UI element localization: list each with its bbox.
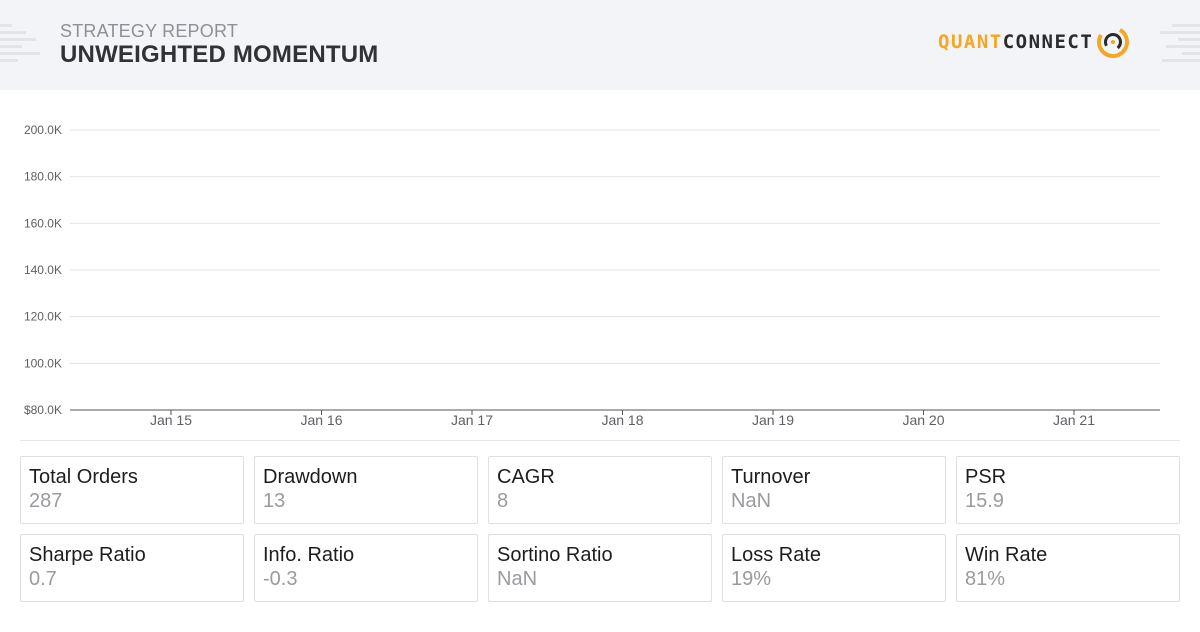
x-tick-label: Jan 17 — [451, 412, 493, 428]
metric-label: PSR — [965, 466, 1007, 488]
metric-card: Sortino Ratio NaN — [488, 534, 712, 602]
metric-label: CAGR — [497, 466, 555, 488]
metric-label: Sortino Ratio — [497, 544, 613, 566]
metric-card: CAGR 8 — [488, 456, 712, 524]
report-header: STRATEGY REPORT UNWEIGHTED MOMENTUM QUAN… — [0, 0, 1200, 90]
metric-card: Turnover NaN — [722, 456, 946, 524]
metric-card: Loss Rate 19% — [722, 534, 946, 602]
metric-card: Drawdown 13 — [254, 456, 478, 524]
metric-value: 287 — [29, 490, 63, 512]
metric-label: Info. Ratio — [263, 544, 355, 566]
x-tick-label: Jan 15 — [150, 412, 192, 428]
metric-label: Loss Rate — [731, 544, 822, 566]
metric-value: 0.7 — [29, 568, 57, 590]
y-tick-label: 180.0K — [24, 170, 62, 184]
metric-card: PSR 15.9 — [956, 456, 1180, 524]
metric-label: Drawdown — [263, 466, 358, 488]
logo-text-connect: CONNECT — [1002, 30, 1094, 53]
x-tick-label: Jan 21 — [1053, 412, 1095, 428]
y-tick-label: 120.0K — [24, 310, 62, 324]
x-tick-label: Jan 18 — [601, 412, 643, 428]
decorative-lines-right — [1160, 24, 1200, 62]
metric-value: NaN — [497, 568, 538, 590]
x-tick-label: Jan 16 — [300, 412, 342, 428]
logo-mark-icon — [1097, 26, 1130, 58]
metric-value: NaN — [731, 490, 772, 512]
metric-label: Sharpe Ratio — [29, 544, 146, 566]
metric-label: Turnover — [731, 466, 811, 488]
quantconnect-logo: QUANTCONNECT — [938, 24, 1131, 60]
metric-value: 13 — [263, 490, 286, 512]
metrics-grid: Total Orders 287 Drawdown 13 CAGR 8 Turnover Na… — [20, 456, 1180, 602]
metric-value: 15.9 — [965, 490, 1004, 512]
metric-value: 19% — [731, 568, 772, 590]
logo-text-quant: QUANT — [938, 30, 1003, 53]
section-divider — [20, 440, 1180, 441]
metric-label: Win Rate — [965, 544, 1048, 566]
y-tick-label: 200.0K — [24, 123, 62, 137]
metric-card: Total Orders 287 — [20, 456, 244, 524]
y-tick-label: $80.0K — [24, 403, 62, 417]
metric-card: Sharpe Ratio 0.7 — [20, 534, 244, 602]
metric-value: 81% — [965, 568, 1006, 590]
y-tick-label: 160.0K — [24, 216, 62, 230]
equity-chart: $80.0K 100.0K 120.0K 140.0K 160.0K 180.0K 200.… — [24, 123, 1160, 428]
decorative-lines-left — [0, 24, 40, 62]
metric-card: Info. Ratio -0.3 — [254, 534, 478, 602]
y-tick-label: 140.0K — [24, 263, 62, 277]
metric-label: Total Orders — [29, 466, 138, 488]
x-tick-label: Jan 19 — [752, 412, 794, 428]
metric-value: 8 — [497, 490, 509, 512]
y-tick-label: 100.0K — [24, 356, 62, 370]
metric-card: Win Rate 81% — [956, 534, 1180, 602]
metric-value: -0.3 — [263, 568, 298, 590]
report-title: UNWEIGHTED MOMENTUM — [60, 41, 379, 68]
x-tick-label: Jan 20 — [902, 412, 944, 428]
logo-text: QUANTCONNECT — [938, 30, 1094, 53]
report-subtitle: STRATEGY REPORT — [60, 21, 239, 41]
